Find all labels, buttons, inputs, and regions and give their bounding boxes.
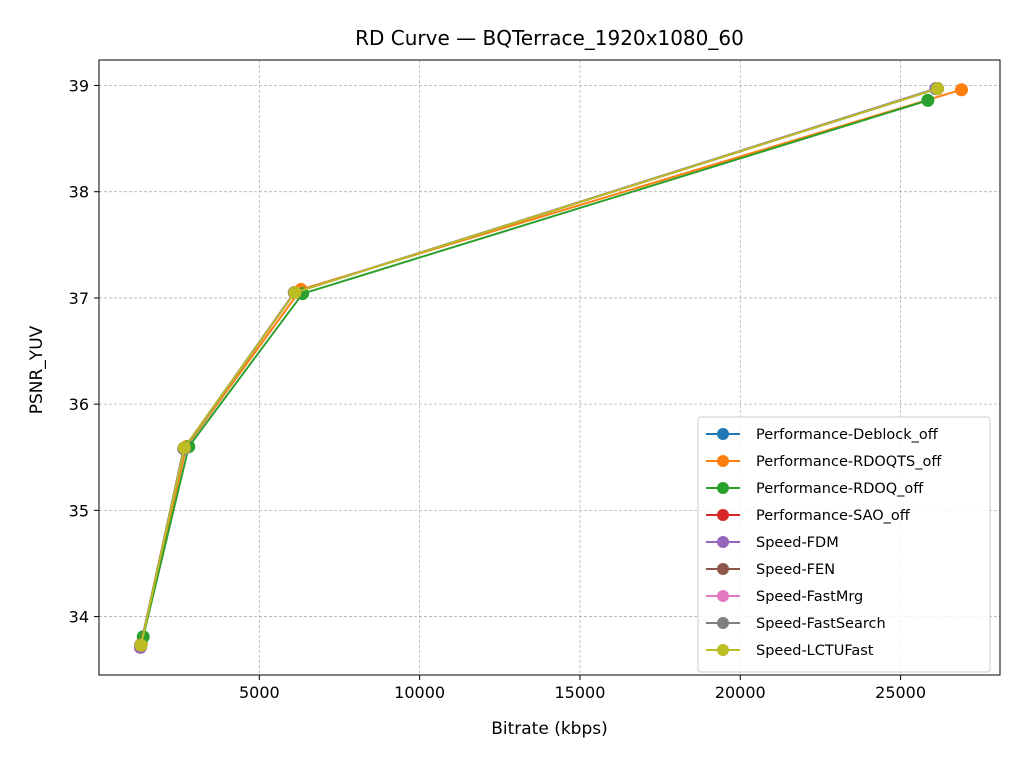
y-tick-label: 35 <box>69 501 89 520</box>
series-8 <box>134 82 944 652</box>
legend-label: Performance-Deblock_off <box>756 427 939 443</box>
x-tick-label: 20000 <box>715 683 766 702</box>
legend: Performance-Deblock_off Performance-RDOQT… <box>697 416 991 673</box>
legend-box <box>697 416 991 673</box>
legend-label: Speed-FDM <box>756 535 839 551</box>
legend-item: Speed-LCTUFast <box>706 643 874 659</box>
legend-marker <box>717 536 729 548</box>
x-tick-label: 25000 <box>875 683 926 702</box>
series-layer <box>133 82 969 654</box>
legend-marker <box>717 428 729 440</box>
legend-marker <box>717 590 729 602</box>
y-tick-label: 34 <box>69 608 89 627</box>
y-tick-label: 38 <box>69 183 89 202</box>
data-point <box>930 82 944 96</box>
series-line <box>140 87 938 646</box>
legend-item: Performance-SAO_off <box>706 508 911 524</box>
axis-ticks: 5000 10000 15000 20000 25000 34 35 36 37 38 39 <box>69 76 926 702</box>
legend-label: Speed-FEN <box>756 562 835 578</box>
legend-item: Speed-FastMrg <box>706 589 863 605</box>
data-point <box>288 286 302 300</box>
data-point <box>921 93 935 107</box>
y-tick-label: 36 <box>69 395 89 414</box>
plot-frame <box>98 59 1001 676</box>
legend-marker <box>717 644 729 656</box>
data-point <box>134 638 148 652</box>
x-axis-title: Bitrate (kbps) <box>491 719 608 739</box>
y-axis-title: PSNR_YUV <box>27 325 47 414</box>
x-tick-label: 15000 <box>555 683 606 702</box>
legend-item: Performance-Deblock_off <box>706 427 939 443</box>
legend-marker <box>717 509 729 521</box>
legend-label: Performance-SAO_off <box>756 508 911 524</box>
legend-marker <box>717 455 729 467</box>
legend-marker <box>717 482 729 494</box>
data-point <box>177 441 191 455</box>
legend-marker <box>717 563 729 575</box>
x-tick-label: 10000 <box>394 683 445 702</box>
y-tick-label: 37 <box>69 289 89 308</box>
series-line <box>142 99 929 638</box>
legend-item: Performance-RDOQTS_off <box>706 454 942 470</box>
legend-label: Speed-LCTUFast <box>756 643 874 659</box>
legend-item: Speed-FEN <box>706 562 835 578</box>
legend-item: Performance-RDOQ_off <box>706 481 924 497</box>
y-tick-label: 39 <box>69 76 89 95</box>
grid <box>99 60 1000 675</box>
x-tick-label: 5000 <box>239 683 280 702</box>
data-point <box>955 83 969 97</box>
legend-item: Speed-FastSearch <box>706 616 886 632</box>
legend-item: Speed-FDM <box>706 535 839 551</box>
legend-label: Performance-RDOQTS_off <box>756 454 942 470</box>
legend-label: Speed-FastSearch <box>756 616 886 632</box>
legend-label: Performance-RDOQ_off <box>756 481 924 497</box>
legend-label: Speed-FastMrg <box>756 589 863 605</box>
chart-title: RD Curve — BQTerrace_1920x1080_60 <box>355 26 744 50</box>
legend-marker <box>717 617 729 629</box>
